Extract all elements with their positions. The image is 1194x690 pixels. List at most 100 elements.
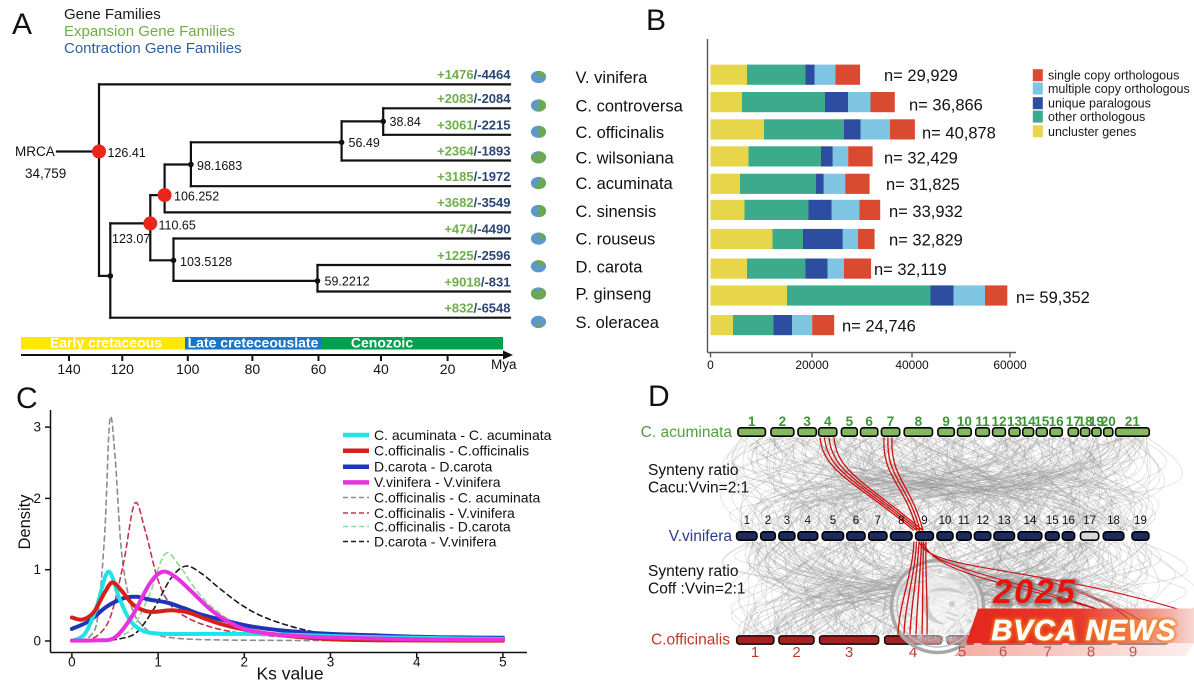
svg-text:2025: 2025	[992, 573, 1077, 611]
svg-text:11: 11	[975, 414, 990, 429]
svg-text:Early cretaceous: Early cretaceous	[50, 335, 162, 351]
svg-text:+832/-6548: +832/-6548	[444, 301, 510, 316]
svg-text:C. rouseus: C. rouseus	[576, 231, 656, 249]
svg-text:D: D	[648, 380, 670, 413]
svg-text:56.49: 56.49	[349, 136, 380, 150]
svg-text:6: 6	[999, 644, 1007, 661]
svg-text:Cenozoic: Cenozoic	[351, 335, 413, 351]
svg-text:0: 0	[707, 358, 714, 372]
svg-text:C: C	[16, 382, 38, 415]
svg-text:2: 2	[241, 655, 249, 670]
svg-text:V.vinifera - V.vinifera: V.vinifera - V.vinifera	[374, 474, 501, 490]
svg-text:+1476/-4464: +1476/-4464	[437, 67, 511, 82]
svg-text:18: 18	[1078, 414, 1094, 429]
svg-text:19: 19	[1089, 414, 1104, 429]
svg-text:BVCA NEWS: BVCA NEWS	[991, 615, 1176, 647]
svg-text:unique paralogous: unique paralogous	[1048, 97, 1151, 111]
svg-text:2: 2	[792, 644, 800, 661]
svg-text:+9018/-831: +9018/-831	[444, 274, 510, 289]
svg-text:19: 19	[1134, 515, 1147, 527]
svg-text:+3185/-1972: +3185/-1972	[437, 169, 510, 184]
svg-text:3: 3	[784, 515, 790, 527]
svg-text:single copy orthologous: single copy orthologous	[1048, 69, 1179, 83]
svg-text:C.officinalis - C.officinalis: C.officinalis - C.officinalis	[374, 443, 529, 459]
svg-text:14: 14	[1021, 414, 1037, 429]
svg-text:7: 7	[887, 414, 895, 429]
svg-text:1: 1	[744, 515, 750, 527]
svg-text:C. sinensis: C. sinensis	[576, 203, 657, 221]
svg-text:Expansion Gene Families: Expansion Gene Families	[64, 23, 235, 40]
svg-text:7: 7	[875, 515, 881, 527]
svg-text:10: 10	[957, 414, 972, 429]
svg-text:7: 7	[1044, 644, 1052, 661]
svg-text:15: 15	[1034, 414, 1050, 429]
svg-text:13: 13	[998, 515, 1011, 527]
svg-text:8: 8	[1087, 644, 1095, 661]
svg-text:80: 80	[245, 361, 261, 377]
svg-text:n= 32,829: n= 32,829	[889, 232, 963, 250]
svg-text:1: 1	[154, 655, 162, 670]
svg-text:103.5128: 103.5128	[180, 255, 232, 269]
svg-text:16: 16	[1062, 515, 1075, 527]
svg-text:9: 9	[1129, 644, 1137, 661]
svg-text:C. acuminata: C. acuminata	[641, 424, 733, 441]
svg-text:D.carota - D.carota: D.carota - D.carota	[374, 459, 492, 475]
svg-text:1: 1	[751, 644, 759, 661]
svg-text:123.07: 123.07	[112, 232, 150, 246]
svg-text:1: 1	[748, 414, 756, 429]
svg-text:60: 60	[311, 361, 327, 377]
svg-text:P. ginseng: P. ginseng	[576, 286, 652, 304]
svg-text:+2083/-2084: +2083/-2084	[437, 91, 511, 106]
svg-text:2: 2	[765, 515, 771, 527]
svg-text:C.officinalis - C. acuminata: C.officinalis - C. acuminata	[374, 489, 540, 505]
svg-text:0: 0	[33, 634, 41, 649]
svg-text:14: 14	[1024, 515, 1037, 527]
svg-text:12: 12	[976, 515, 989, 527]
svg-text:+2364/-1893: +2364/-1893	[437, 143, 510, 158]
svg-text:15: 15	[1046, 515, 1059, 527]
svg-text:17: 17	[1066, 414, 1081, 429]
svg-text:2025: 2025	[994, 575, 1079, 613]
svg-text:4: 4	[805, 515, 812, 527]
svg-text:110.65: 110.65	[159, 219, 196, 233]
svg-text:6: 6	[865, 414, 873, 429]
svg-text:6: 6	[853, 515, 859, 527]
svg-text:V.vinifera: V.vinifera	[669, 528, 733, 545]
svg-text:18: 18	[1107, 515, 1120, 527]
svg-text:D.carota - V.vinifera: D.carota - V.vinifera	[374, 533, 497, 549]
svg-text:BVCA-1998: BVCA-1998	[917, 634, 957, 643]
svg-text:A: A	[12, 8, 32, 41]
svg-text:10: 10	[939, 515, 952, 527]
svg-text:n= 33,932: n= 33,932	[889, 203, 963, 221]
svg-text:12: 12	[991, 414, 1006, 429]
svg-text:17: 17	[1083, 515, 1096, 527]
svg-text:20000: 20000	[795, 358, 829, 372]
svg-text:Ks value: Ks value	[256, 664, 323, 684]
svg-text:Coff :Vvin=2:1: Coff :Vvin=2:1	[648, 581, 746, 598]
svg-text:5: 5	[499, 655, 507, 670]
svg-text:D. carota: D. carota	[576, 258, 644, 276]
svg-text:34,759: 34,759	[25, 166, 66, 181]
svg-text:1: 1	[33, 562, 41, 577]
svg-text:5: 5	[958, 644, 966, 661]
svg-text:Contraction Gene Families: Contraction Gene Families	[64, 40, 242, 57]
svg-text:40000: 40000	[895, 358, 929, 372]
svg-text:2: 2	[33, 491, 41, 506]
svg-text:C.officinalis: C.officinalis	[651, 632, 730, 649]
svg-text:9: 9	[921, 515, 927, 527]
svg-text:Cacu:Vvin=2:1: Cacu:Vvin=2:1	[648, 480, 749, 497]
svg-text:BVCA NEWS: BVCA NEWS	[991, 615, 1176, 647]
svg-text:8: 8	[898, 515, 904, 527]
svg-text:8: 8	[915, 414, 923, 429]
svg-text:Synteny ratio: Synteny ratio	[648, 563, 738, 580]
svg-text:140: 140	[57, 361, 81, 377]
svg-text:59.2212: 59.2212	[325, 275, 370, 289]
svg-text:2: 2	[779, 414, 787, 429]
svg-text:20: 20	[440, 361, 456, 377]
svg-text:11: 11	[958, 515, 970, 527]
svg-text:n= 29,929: n= 29,929	[884, 67, 958, 85]
svg-text:0: 0	[68, 655, 76, 670]
svg-text:Synteny ratio: Synteny ratio	[648, 462, 738, 479]
svg-text:B: B	[646, 4, 666, 37]
svg-text:n= 36,866: n= 36,866	[909, 97, 983, 115]
